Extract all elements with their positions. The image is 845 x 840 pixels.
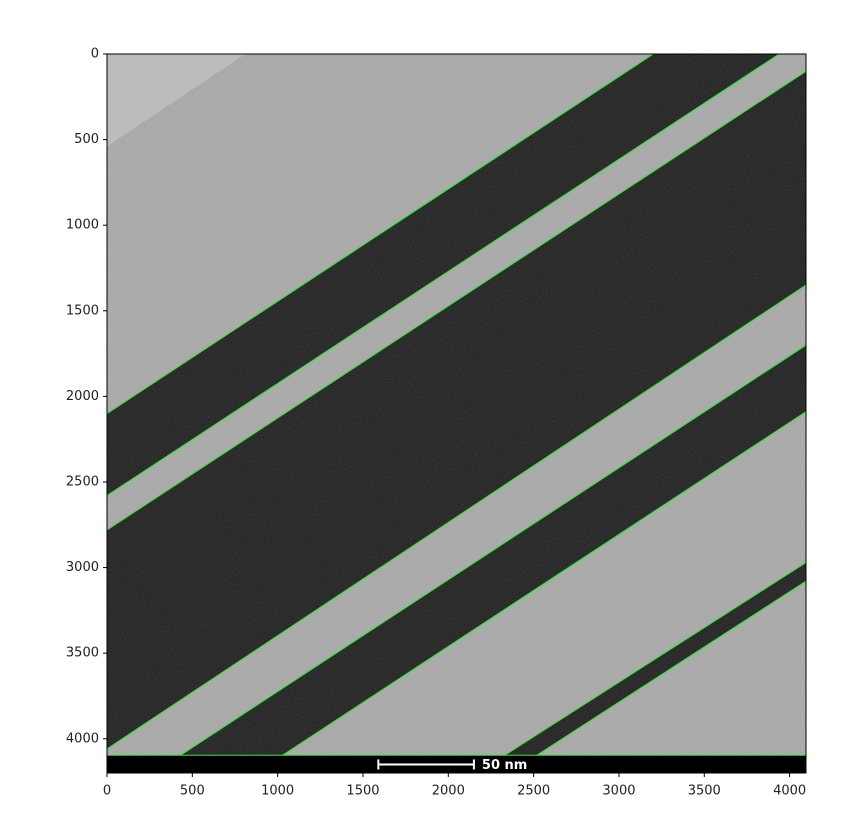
x-tick-label: 3500 [688, 784, 721, 799]
axes-frame [106, 53, 807, 774]
edge-line [107, 284, 806, 750]
edge-line [107, 54, 654, 415]
x-tick-label: 500 [180, 784, 205, 799]
image: 50 nm [107, 54, 806, 773]
image-grain [107, 54, 806, 756]
y-tick-label: 2000 [66, 389, 99, 404]
edge-line [107, 70, 806, 531]
edge-line [180, 344, 806, 756]
y-tick-label: 0 [91, 47, 99, 62]
y-tick-label: 3500 [66, 646, 99, 661]
edge-line [282, 411, 806, 756]
y-tick-label: 1000 [66, 218, 99, 233]
x-tick-label: 4000 [773, 784, 806, 799]
edge-line [536, 580, 806, 756]
x-tick-label: 1000 [261, 784, 294, 799]
y-tick-label: 4000 [66, 731, 99, 746]
y-tick-label: 3000 [66, 560, 99, 575]
y-tick-label: 1500 [66, 303, 99, 318]
x-tick-label: 0 [103, 784, 111, 799]
x-tick-label: 1500 [346, 784, 379, 799]
y-tick-label: 500 [74, 132, 99, 147]
x-tick-label: 2000 [432, 784, 465, 799]
edge-line [107, 54, 780, 497]
x-tick-label: 3000 [602, 784, 635, 799]
scale-bar-label: 50 nm [482, 758, 527, 773]
edge-line [504, 561, 806, 756]
y-tick-label: 2500 [66, 474, 99, 489]
x-tick-label: 2500 [517, 784, 550, 799]
